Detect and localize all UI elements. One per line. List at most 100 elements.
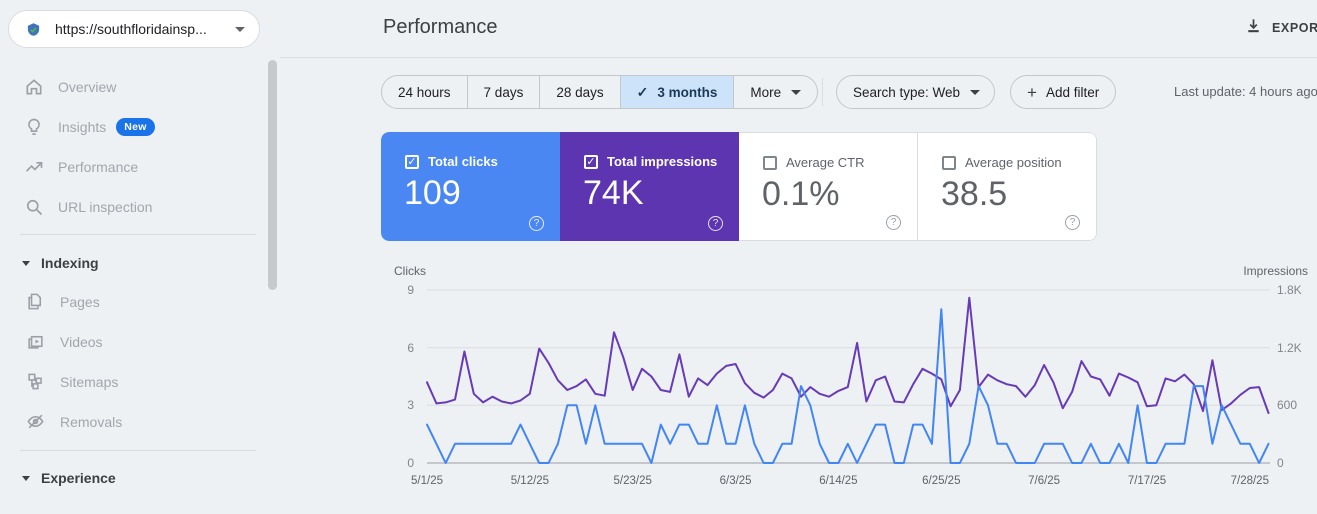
card-value: 109: [404, 174, 461, 212]
chevron-down-icon: [791, 89, 802, 95]
video-icon: [26, 332, 46, 352]
card-total-clicks[interactable]: ✓ Total clicks 109 ?: [381, 132, 560, 241]
site-shield-icon: [22, 18, 44, 40]
speed-icon: [26, 510, 46, 514]
search-icon: [24, 197, 44, 217]
x-tick: 7/17/25: [1127, 475, 1167, 487]
sidebar-item-performance[interactable]: Performance: [0, 147, 260, 187]
x-tick: 6/3/25: [719, 475, 752, 487]
x-tick: 7/6/25: [1028, 475, 1061, 487]
x-tick: 5/12/25: [510, 475, 550, 487]
sidebar-item-label: Performance: [58, 159, 139, 175]
sidebar-section-indexing[interactable]: Indexing: [0, 246, 260, 280]
property-url: https://southfloridainsp...: [55, 21, 207, 37]
sidebar-item-label: Removals: [60, 414, 123, 430]
sidebar-item-pages[interactable]: Pages: [0, 282, 260, 322]
card-value: 38.5: [941, 175, 1008, 213]
caret-down-icon: [22, 260, 30, 266]
chevron-down-icon: [970, 89, 981, 95]
right-tick: 0: [1277, 456, 1284, 470]
search-type-label: Search type: Web: [853, 84, 961, 100]
tab-7-days[interactable]: 7 days: [468, 76, 541, 108]
property-selector[interactable]: https://southfloridainsp...: [8, 10, 260, 48]
sidebar-item-core-web-vitals[interactable]: Core Web Vitals: [0, 500, 260, 514]
sidebar-item-label: Videos: [60, 334, 103, 350]
add-filter-button[interactable]: + Add filter: [1010, 75, 1117, 109]
caret-down-icon: [22, 475, 30, 481]
sidebar-divider: [20, 234, 256, 235]
tab-3-months-selected[interactable]: ✓ 3 months: [620, 76, 735, 108]
page-title: Performance: [383, 16, 498, 38]
export-button[interactable]: EXPORT: [1245, 17, 1317, 39]
checkbox-unchecked-icon[interactable]: [763, 155, 777, 170]
card-average-ctr[interactable]: Average CTR 0.1% ?: [739, 132, 918, 241]
tab-24-hours[interactable]: 24 hours: [382, 76, 468, 108]
sidebar-scrollbar[interactable]: [268, 60, 277, 290]
right-axis-title: Impressions: [1243, 264, 1308, 278]
performance-chart: Clicks Impressions 9 6 3 0 1.8K 1.2K 600…: [380, 255, 1317, 514]
chart-canvas: [426, 289, 1270, 464]
checkbox-checked-icon[interactable]: ✓: [405, 154, 419, 169]
card-label: Average CTR: [786, 155, 865, 170]
right-tick: 1.8K: [1277, 283, 1302, 297]
lightbulb-icon: [24, 117, 44, 137]
right-tick: 1.2K: [1277, 341, 1302, 355]
home-icon: [24, 77, 44, 97]
sidebar-item-overview[interactable]: Overview: [0, 67, 260, 107]
left-tick: 3: [407, 398, 414, 412]
sidebar-item-removals[interactable]: Removals: [0, 402, 260, 442]
tab-28-days[interactable]: 28 days: [540, 76, 621, 108]
help-icon[interactable]: ?: [886, 215, 901, 230]
left-tick: 9: [407, 283, 414, 297]
clicks-line: [426, 308, 1270, 464]
metric-cards: ✓ Total clicks 109 ? ✓ Total impressions…: [381, 132, 1097, 241]
sidebar-item-sitemaps[interactable]: Sitemaps: [0, 362, 260, 402]
add-filter-label: Add filter: [1045, 84, 1100, 100]
chevron-down-icon: [235, 26, 245, 32]
new-badge: New: [116, 118, 155, 136]
impressions-line: [426, 296, 1270, 414]
download-icon: [1245, 17, 1262, 39]
sidebar-section-experience[interactable]: Experience: [0, 461, 260, 495]
checkbox-checked-icon[interactable]: ✓: [584, 154, 598, 169]
eye-off-icon: [26, 412, 46, 432]
last-update-text: Last update: 4 hours ago: [1174, 84, 1317, 99]
card-label: Total clicks: [428, 154, 498, 169]
header-divider: [280, 57, 1317, 58]
search-type-filter[interactable]: Search type: Web: [836, 75, 996, 109]
right-tick: 600: [1277, 398, 1298, 412]
left-axis-title: Clicks: [394, 264, 426, 278]
sidebar-item-label: Insights: [58, 119, 107, 135]
card-value: 0.1%: [762, 175, 840, 213]
plus-icon: +: [1027, 82, 1037, 102]
card-average-position[interactable]: Average position 38.5 ?: [918, 132, 1097, 241]
tab-more[interactable]: More: [734, 76, 817, 108]
section-label: Indexing: [41, 255, 99, 271]
x-tick: 6/25/25: [922, 475, 961, 487]
checkbox-unchecked-icon[interactable]: [942, 155, 956, 170]
filter-separator: [822, 78, 823, 106]
sitemap-icon: [26, 372, 46, 392]
sidebar-item-videos[interactable]: Videos: [0, 322, 260, 362]
x-tick: 5/1/25: [411, 475, 443, 487]
card-label: Average position: [965, 155, 1062, 170]
help-icon[interactable]: ?: [529, 216, 544, 231]
card-label: Total impressions: [607, 154, 718, 169]
sidebar-item-url-inspection[interactable]: URL inspection: [0, 187, 260, 227]
help-icon[interactable]: ?: [708, 216, 723, 231]
section-label: Experience: [41, 470, 116, 486]
sidebar-divider: [20, 450, 256, 451]
left-tick: 0: [407, 456, 414, 470]
x-tick: 5/23/25: [613, 475, 652, 487]
export-label: EXPORT: [1272, 21, 1317, 35]
x-tick: 6/14/25: [819, 475, 858, 487]
sidebar-item-insights[interactable]: Insights New: [0, 107, 260, 147]
help-icon[interactable]: ?: [1065, 215, 1080, 230]
card-total-impressions[interactable]: ✓ Total impressions 74K ?: [560, 132, 739, 241]
sidebar-item-label: Sitemaps: [60, 374, 119, 390]
sidebar-item-label: URL inspection: [58, 199, 153, 215]
sidebar-item-label: Overview: [58, 79, 117, 95]
sidebar-item-label: Pages: [60, 294, 100, 310]
card-value: 74K: [583, 174, 644, 212]
